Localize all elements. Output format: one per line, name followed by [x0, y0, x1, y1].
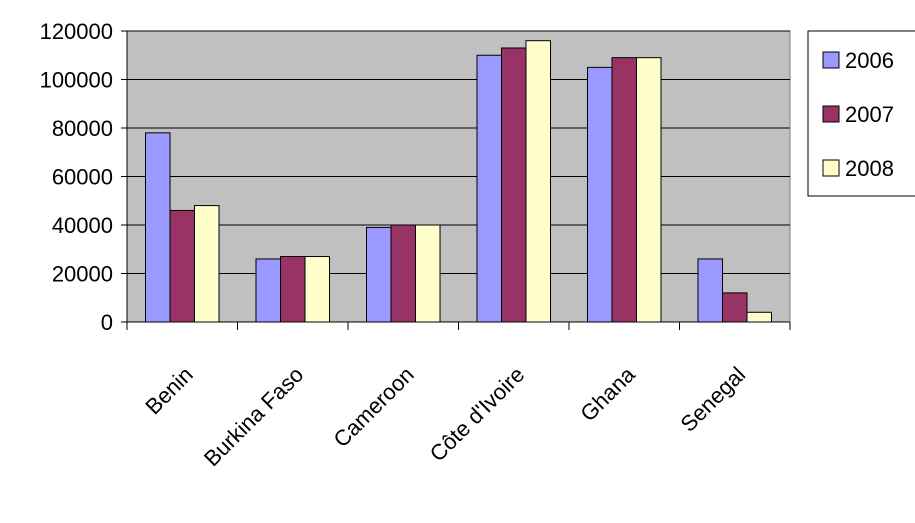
bar: [280, 256, 306, 323]
bar: [501, 47, 527, 323]
bar: [476, 54, 502, 323]
x-category-label: Senegal: [676, 362, 751, 437]
bar: [194, 205, 220, 323]
y-tick-label: 100000: [40, 68, 113, 93]
legend: 2006 2007 2008: [807, 30, 915, 197]
gridlines: [127, 30, 790, 274]
bar: [722, 292, 748, 323]
y-tick-label: 80000: [52, 116, 113, 141]
legend-swatch: [822, 51, 840, 69]
legend-label: 2007: [845, 102, 894, 127]
x-category-label: Benin: [140, 362, 197, 419]
bar: [255, 258, 281, 323]
y-tick-label: 0: [101, 310, 113, 335]
x-category-label: Cameroon: [328, 362, 418, 452]
bar: [587, 66, 613, 323]
bar: [746, 311, 772, 323]
bar: [145, 132, 171, 323]
x-category-label: Burkina Faso: [199, 362, 308, 471]
bars: [145, 40, 772, 323]
y-axis-ticks: 0 20000 40000 60000 80000 100000 120000: [40, 19, 127, 335]
x-category-label: Ghana: [575, 361, 640, 426]
x-category-label: Côte d'Ivoire: [425, 362, 530, 467]
bar: [415, 224, 441, 323]
legend-swatch: [822, 159, 840, 177]
bar: [390, 224, 416, 323]
bar: [611, 57, 637, 323]
y-tick-label: 60000: [52, 165, 113, 190]
bar: [366, 226, 392, 323]
y-tick-label: 40000: [52, 213, 113, 238]
y-tick-label: 120000: [40, 19, 113, 44]
bar: [697, 258, 723, 323]
bar: [525, 40, 551, 323]
legend-label: 2006: [845, 48, 894, 73]
legend-swatch: [822, 105, 840, 123]
bar: [304, 256, 330, 323]
x-axis-ticks: Benin Burkina Faso Cameroon Côte d'Ivoire Gh…: [126, 322, 791, 471]
legend-label: 2008: [845, 156, 894, 181]
bar: [169, 209, 195, 323]
y-tick-label: 20000: [52, 262, 113, 287]
bar: [636, 57, 662, 323]
